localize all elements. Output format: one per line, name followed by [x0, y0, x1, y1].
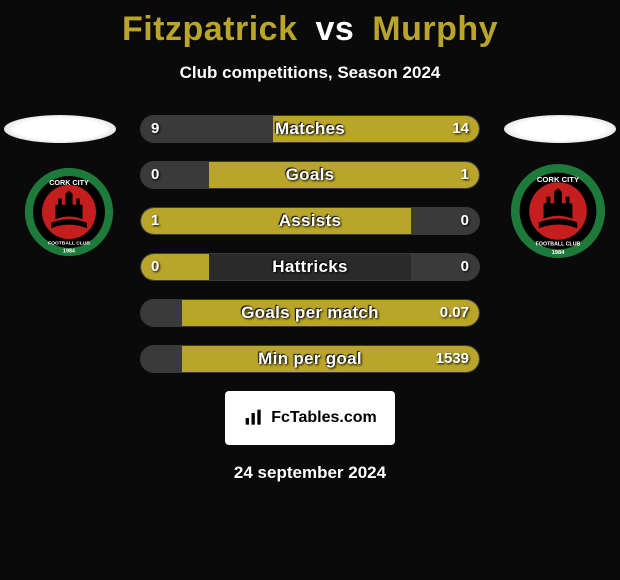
cork-city-crest-icon: CORK CITY FOOTBALL CLUB 1984: [24, 167, 114, 257]
player1-name: Fitzpatrick: [122, 10, 298, 48]
stat-bar-value-left: 0: [141, 162, 169, 188]
svg-text:1984: 1984: [552, 250, 566, 256]
vs-separator: vs: [315, 10, 354, 48]
stat-bar-row: Assists1 0: [140, 207, 480, 235]
player2-name: Murphy: [372, 10, 498, 48]
date-text: 24 september 2024: [0, 463, 620, 483]
comparison-title: Fitzpatrick vs Murphy: [0, 0, 620, 49]
player1-club-crest: CORK CITY FOOTBALL CLUB 1984: [24, 167, 114, 257]
stat-bar-value-right: 0.07: [430, 300, 479, 326]
stat-bar-row: Hattricks0 0: [140, 253, 480, 281]
cork-city-crest-icon: CORK CITY FOOTBALL CLUB 1984: [510, 163, 606, 259]
footer-badge: FcTables.com: [225, 391, 395, 445]
stat-bar-value-left: [141, 346, 161, 372]
stat-bars-container: Matches914Goals01Assists10Hattricks00Goa…: [140, 115, 480, 373]
stat-bar-value-left: 1: [141, 208, 169, 234]
footer-brand-text: FcTables.com: [271, 409, 377, 427]
stat-bar-value-left: [141, 300, 161, 326]
stat-bar-value-right: 14: [442, 116, 479, 142]
stat-bar-value-left: 9: [141, 116, 169, 142]
stat-bar-label: Goals: [141, 162, 479, 188]
stat-bar-label: Hattricks: [141, 254, 479, 280]
stat-bar-row: Min per goal1539: [140, 345, 480, 373]
player2-club-crest: CORK CITY FOOTBALL CLUB 1984: [510, 163, 606, 259]
stat-bar-row: Goals0 1: [140, 161, 480, 189]
stat-bar-value-right: 1: [451, 162, 479, 188]
subtitle: Club competitions, Season 2024: [0, 63, 620, 83]
stat-bar-value-left: 0: [141, 254, 169, 280]
svg-text:CORK CITY: CORK CITY: [49, 178, 89, 187]
player1-oval: [4, 115, 116, 143]
bar-chart-icon: [243, 408, 265, 428]
stat-bar-row: Goals per match0.07: [140, 299, 480, 327]
stat-bar-label: Matches: [141, 116, 479, 142]
stat-bar-label: Goals per match: [141, 300, 479, 326]
stat-bar-value-right: 0: [451, 254, 479, 280]
stat-bar-value-right: 0: [451, 208, 479, 234]
stat-bar-value-right: 1539: [426, 346, 479, 372]
player2-oval: [504, 115, 616, 143]
svg-text:CORK CITY: CORK CITY: [537, 175, 579, 184]
svg-text:FOOTBALL CLUB: FOOTBALL CLUB: [48, 240, 90, 246]
svg-text:1984: 1984: [63, 249, 75, 255]
stat-bar-row: Matches9 14: [140, 115, 480, 143]
stat-bar-label: Assists: [141, 208, 479, 234]
content-area: CORK CITY FOOTBALL CLUB 1984 CORK CITY F…: [0, 115, 620, 373]
svg-text:FOOTBALL CLUB: FOOTBALL CLUB: [536, 242, 581, 248]
